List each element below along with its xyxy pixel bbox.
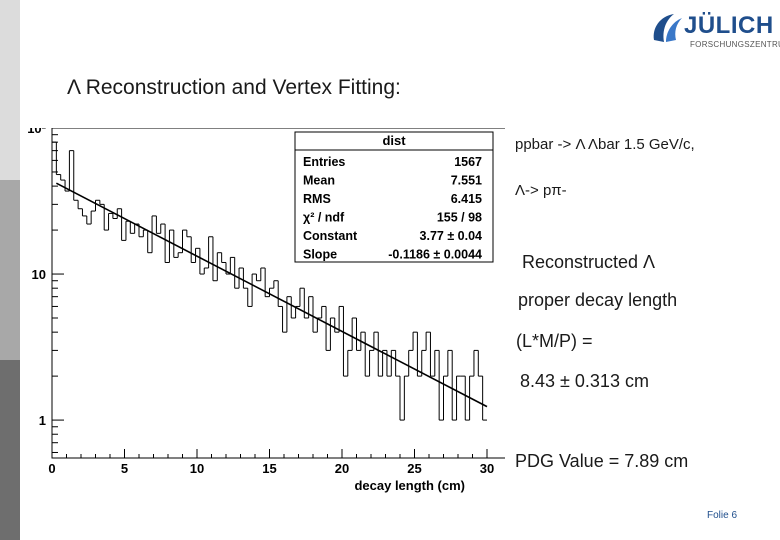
x-tick-label: 30 bbox=[480, 461, 494, 476]
stats-title: dist bbox=[382, 133, 406, 148]
x-tick-label: 25 bbox=[407, 461, 421, 476]
slide-title: Λ Reconstruction and Vertex Fitting: bbox=[67, 76, 401, 99]
process-text: ppbar -> Λ Λbar 1.5 GeV/c, bbox=[515, 136, 695, 153]
pdg-value-text: PDG Value = 7.89 cm bbox=[515, 451, 689, 471]
stats-row-value: 6.415 bbox=[451, 192, 482, 206]
logo-swoosh-icon bbox=[653, 14, 682, 42]
y-tick-label: 10² bbox=[27, 128, 46, 136]
side-bar-mid bbox=[0, 180, 20, 360]
stats-row-value: 155 / 98 bbox=[437, 211, 482, 225]
histogram-bars bbox=[52, 141, 487, 421]
stats-row-value: 1567 bbox=[454, 155, 482, 169]
stats-box-frame bbox=[294, 131, 494, 263]
y-tick-label: 10 bbox=[32, 267, 46, 282]
x-tick-label: 15 bbox=[262, 461, 276, 476]
side-bar-light bbox=[0, 0, 20, 180]
proper-decay-text: proper decay length bbox=[518, 290, 678, 310]
decay-channel-text: Λ-> pπ- bbox=[515, 182, 567, 199]
stats-row-label: Slope bbox=[303, 248, 337, 262]
x-tick-label: 5 bbox=[121, 461, 128, 476]
stats-row-label: Constant bbox=[303, 229, 358, 243]
stats-row-value: 3.77 ± 0.04 bbox=[420, 229, 483, 243]
x-tick-label: 20 bbox=[335, 461, 349, 476]
logo-text: JÜLICH bbox=[684, 12, 774, 39]
stats-row-label: χ² / ndf bbox=[303, 211, 345, 225]
stats-row-value: 7.551 bbox=[451, 174, 482, 188]
stats-row-label: Mean bbox=[303, 174, 335, 188]
page-number: Folie 6 bbox=[707, 510, 738, 521]
x-axis-label: decay length (cm) bbox=[354, 478, 465, 493]
decay-length-histogram: 0 5 10 15 20 25 30 1 10 10² decay length (cm) di… bbox=[27, 128, 505, 493]
x-tick-label: 10 bbox=[190, 461, 204, 476]
y-ticks: 1 10 10² bbox=[27, 128, 64, 453]
y-tick-label: 1 bbox=[39, 413, 46, 428]
x-tick-label: 0 bbox=[48, 461, 55, 476]
x-ticks: 0 5 10 15 20 25 30 bbox=[48, 449, 494, 476]
stats-row-label: RMS bbox=[303, 192, 331, 206]
fit-line bbox=[55, 182, 488, 408]
stats-rows: Entries 1567 Mean 7.551 RMS 6.415 χ² / ndf 155 … bbox=[303, 155, 482, 262]
juelich-logo: JÜLICH FORSCHUNGSZENTRUM bbox=[650, 10, 780, 54]
logo-subtext: FORSCHUNGSZENTRUM bbox=[690, 40, 780, 49]
side-bar-dark bbox=[0, 360, 20, 540]
stats-row-label: Entries bbox=[303, 155, 345, 169]
formula-text: (L*M/P) = bbox=[516, 331, 593, 351]
measured-value-text: 8.43 ± 0.313 cm bbox=[520, 371, 649, 391]
stats-row-value: -0.1186 ± 0.0044 bbox=[388, 248, 482, 262]
stats-box: dist Entries 1567 Mean 7.551 RMS 6.415 χ² / nd… bbox=[294, 131, 494, 263]
reconstructed-text: Reconstructed Λ bbox=[522, 252, 656, 272]
